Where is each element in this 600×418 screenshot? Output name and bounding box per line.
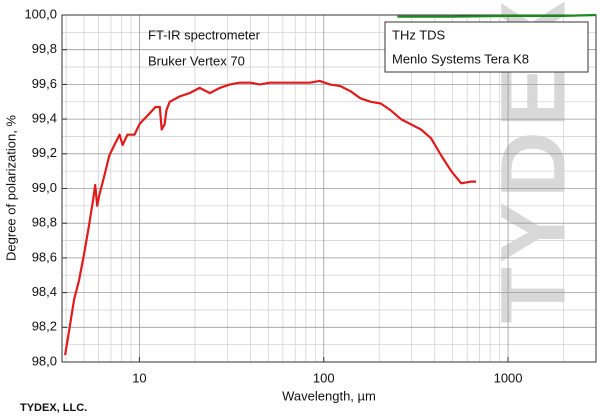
y-tick-label: 98,0 [32,353,57,368]
y-tick-label: 98,6 [32,249,57,264]
line [64,79,476,356]
annotation: THz TDS [392,27,446,42]
annotation: Menlo Systems Tera K8 [392,51,529,66]
y-tick-label: 99,2 [32,145,57,160]
y-tick-label: 100,0 [24,6,57,21]
y-tick-label: 99,8 [32,41,57,56]
x-tick-label: 100 [313,370,335,385]
y-tick-label: 98,4 [32,284,57,299]
y-tick-label: 99,4 [32,111,57,126]
annotation: FT-IR spectrometer [148,27,261,42]
annotation: Bruker Vertex 70 [148,53,245,68]
y-tick-label: 99,0 [32,180,57,195]
x-tick-label: 10 [132,370,146,385]
footer: TYDEX, LLC. [20,402,87,414]
annotation-box [384,21,589,73]
x-tick-label: 1000 [494,370,523,385]
y-axis-title: Degree of polarization, % [3,115,18,261]
y-tick-label: 98,8 [32,215,57,230]
y-tick-label: 99,6 [32,76,57,91]
x-axis-title: Wavelength, µm [282,388,376,403]
line [397,13,597,18]
y-tick-label: 98,2 [32,319,57,334]
